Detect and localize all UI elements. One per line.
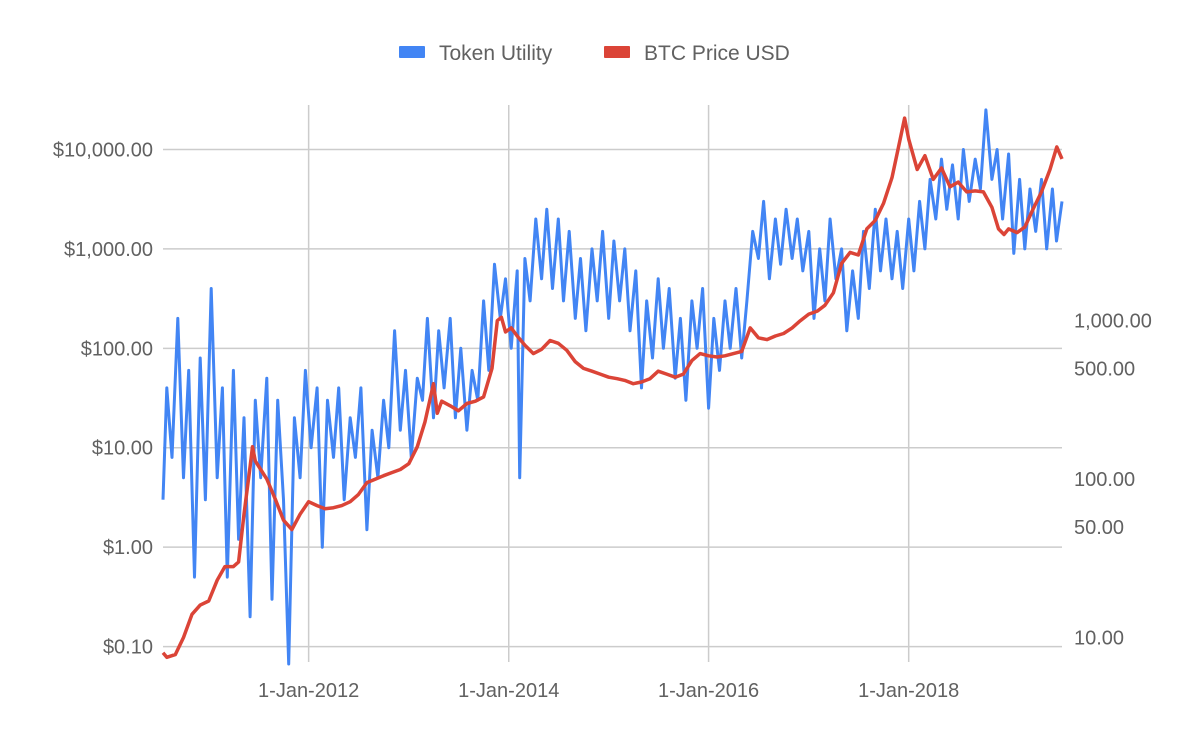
left-tick-label: $1,000.00 xyxy=(64,239,153,261)
x-tick-label: 1-Jan-2016 xyxy=(658,680,759,702)
x-tick-label: 1-Jan-2018 xyxy=(858,680,959,702)
series-line-token-utility xyxy=(161,108,1064,666)
legend-swatch-btc-price xyxy=(604,46,630,58)
x-tick-label: 1-Jan-2012 xyxy=(258,680,359,702)
left-tick-label: $10,000.00 xyxy=(53,139,153,161)
legend-label-btc-price: BTC Price USD xyxy=(644,42,790,65)
left-tick-label: $100.00 xyxy=(81,338,153,360)
series-lines xyxy=(161,108,1064,666)
right-tick-label: 10.00 xyxy=(1074,627,1124,649)
gridlines xyxy=(163,105,1062,662)
left-tick-label: $0.10 xyxy=(103,637,153,659)
right-tick-label: 1,000.00 xyxy=(1074,311,1152,333)
legend-label-token-utility: Token Utility xyxy=(439,42,553,65)
left-tick-label: $10.00 xyxy=(92,438,153,460)
legend: Token Utility BTC Price USD xyxy=(399,42,790,65)
right-tick-label: 100.00 xyxy=(1074,469,1135,491)
left-tick-label: $1.00 xyxy=(103,537,153,559)
right-tick-label: 500.00 xyxy=(1074,358,1135,380)
axis-labels: $0.10 $1.00 $10.00 $100.00 $1,000.00 $10,000.… xyxy=(53,139,1152,702)
legend-swatch-token-utility xyxy=(399,46,425,58)
right-tick-label: 50.00 xyxy=(1074,517,1124,539)
x-tick-label: 1-Jan-2014 xyxy=(458,680,559,702)
series-line-btc-price xyxy=(161,116,1064,660)
